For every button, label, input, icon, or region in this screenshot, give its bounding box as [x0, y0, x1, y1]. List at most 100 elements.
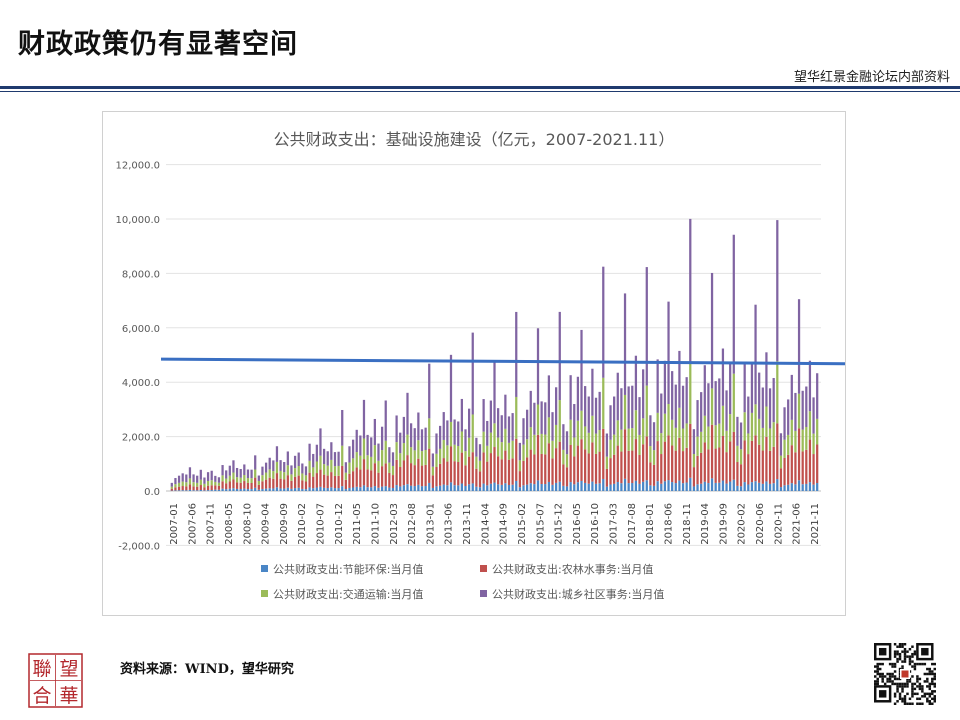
bar-segment-urban: [540, 401, 543, 434]
bar-segment-transport: [185, 482, 188, 487]
bar-segment-transport: [457, 446, 460, 462]
bar-segment-agri: [362, 459, 366, 486]
bar-segment-energy: [446, 485, 449, 491]
bar-segment-transport: [518, 460, 522, 472]
bar-segment-urban: [181, 473, 184, 482]
bar-segment-urban: [681, 385, 685, 429]
bar-segment-agri: [431, 475, 434, 488]
x-tick-label: 2011-05: [352, 503, 363, 545]
bar-segment-energy: [787, 484, 790, 491]
qr-module: [911, 675, 914, 678]
bar-segment-transport: [649, 446, 652, 463]
qr-module: [913, 692, 917, 696]
bar-segment-urban: [721, 348, 725, 406]
qr-module: [918, 687, 922, 691]
qr-module: [901, 660, 904, 663]
bar-segment-transport: [660, 433, 663, 455]
qr-code[interactable]: [874, 643, 936, 705]
bar-segment-agri: [663, 441, 667, 482]
bar-segment-energy: [620, 483, 623, 491]
bar-segment-agri: [623, 429, 627, 479]
bar-segment-urban: [714, 381, 717, 426]
bar-segment-energy: [420, 486, 424, 491]
qr-module: [901, 700, 904, 703]
legend-swatch: [261, 590, 268, 597]
qr-module: [891, 665, 894, 668]
bar-segment-energy: [504, 483, 507, 491]
qr-module: [896, 650, 899, 653]
bar-segment-agri: [217, 485, 221, 490]
bar-segment-agri: [758, 444, 761, 483]
bar-segment-energy: [739, 486, 743, 491]
qr-module: [893, 692, 897, 696]
bar-segment-energy: [217, 489, 221, 491]
bar-segment-transport: [214, 481, 217, 486]
bar-segment-urban: [576, 376, 580, 421]
bar-segment-urban: [370, 437, 373, 457]
qr-module: [903, 685, 907, 688]
bar-segment-urban: [261, 466, 264, 476]
bar-segment-urban: [497, 408, 500, 438]
bar-segment-energy: [580, 480, 583, 491]
qr-module: [913, 667, 917, 671]
bar-segment-urban: [475, 437, 478, 457]
bar-segment-transport: [203, 483, 206, 488]
qr-module: [891, 680, 894, 683]
bar-segment-energy: [710, 478, 714, 491]
qr-module: [898, 692, 902, 696]
qr-module: [874, 670, 877, 673]
qr-module: [926, 672, 929, 676]
bar-segment-agri: [620, 451, 623, 484]
bar-segment-agri: [616, 445, 619, 483]
bar-segment-energy: [442, 484, 445, 491]
qr-finder-inner: [921, 647, 929, 656]
bar-segment-urban: [634, 355, 638, 411]
bar-segment-energy: [438, 485, 442, 491]
bar-segment-urban: [355, 429, 358, 453]
qr-module: [903, 695, 907, 698]
bar-segment-agri: [377, 472, 380, 488]
qr-module: [893, 702, 897, 705]
bar-segment-agri: [319, 469, 322, 487]
qr-module: [876, 662, 879, 666]
bar-segment-transport: [743, 412, 746, 441]
qr-module: [923, 672, 927, 676]
bar-segment-energy: [239, 489, 242, 491]
bar-segment-transport: [493, 423, 496, 448]
qr-module: [926, 692, 929, 696]
bar-segment-energy: [286, 487, 289, 491]
qr-module: [881, 672, 884, 676]
bar-segment-energy: [591, 481, 594, 491]
qr-module: [878, 672, 882, 676]
qr-module: [898, 695, 902, 698]
bar-segment-agri: [797, 428, 801, 481]
bar-segment-urban: [787, 399, 790, 435]
bar-segment-transport: [576, 420, 580, 446]
qr-module: [893, 682, 897, 686]
bar-segment-urban: [515, 311, 518, 397]
bar-segment-energy: [685, 482, 688, 491]
bar-segment-transport: [438, 448, 442, 464]
bar-segment-agri: [696, 455, 699, 485]
qr-module: [908, 662, 912, 666]
qr-module: [901, 665, 904, 668]
bar-segment-energy: [616, 482, 619, 491]
bar-segment-agri: [714, 448, 717, 483]
bar-segment-energy: [779, 487, 783, 491]
bar-segment-urban: [409, 423, 413, 448]
bar-segment-agri: [598, 451, 601, 484]
bar-segment-energy: [816, 483, 819, 491]
bar-segment-agri: [460, 452, 463, 484]
bar-segment-urban: [562, 424, 565, 450]
bar-segment-agri: [304, 481, 308, 490]
bar-segment-energy: [678, 480, 681, 491]
bar-segment-transport: [424, 450, 427, 465]
qr-module: [916, 702, 919, 705]
bar-segment-transport: [217, 482, 221, 486]
qr-finder-inner: [878, 647, 887, 656]
bar-segment-energy: [623, 478, 627, 491]
chart-canvas: 公共财政支出：基础设施建设（亿元，2007-2021.11） 12,000.0 10…: [115, 130, 845, 601]
bar-segment-transport: [326, 465, 329, 476]
bar-segment-energy: [246, 489, 250, 491]
bar-segment-transport: [544, 434, 547, 455]
